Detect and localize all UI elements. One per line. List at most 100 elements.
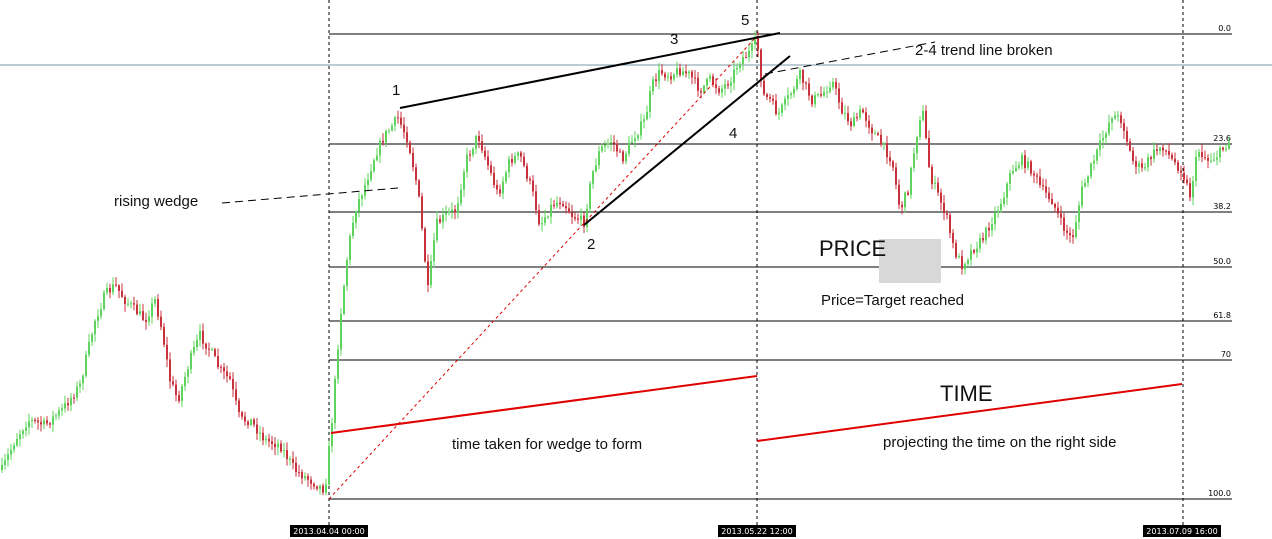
candle-body	[649, 91, 651, 112]
candle-body	[1123, 123, 1125, 131]
candle-body	[637, 135, 639, 139]
candle-body	[232, 379, 234, 390]
candle-body	[526, 165, 528, 179]
candle-body	[361, 195, 363, 199]
candle-body	[262, 432, 264, 441]
candle-body	[757, 38, 759, 50]
candle-body	[10, 449, 12, 455]
candle-body	[85, 354, 87, 376]
candle-body	[874, 133, 876, 135]
candle-body	[1201, 152, 1203, 158]
candle-body	[460, 189, 462, 204]
candle-body	[139, 311, 141, 315]
candle-body	[274, 444, 276, 448]
candle-body	[871, 127, 873, 134]
candle-body	[1198, 152, 1200, 157]
candle-body	[613, 142, 615, 144]
wave-label-3: 3	[670, 31, 678, 48]
candle-body	[424, 228, 426, 262]
candle-body	[1, 465, 3, 470]
candle-body	[700, 90, 702, 93]
candle-body	[1189, 183, 1191, 198]
candle-body	[976, 248, 978, 253]
candle-body	[769, 97, 771, 99]
candle-body	[811, 95, 813, 105]
date-box-end	[1143, 525, 1221, 537]
candle-body	[805, 82, 807, 84]
candle-body	[832, 81, 834, 88]
candle-body	[790, 93, 792, 96]
candle-body	[433, 240, 435, 262]
candle-body	[253, 419, 255, 425]
candle-body	[187, 369, 189, 377]
candle-body	[595, 165, 597, 172]
candle-body	[943, 202, 945, 214]
candle-body	[298, 472, 300, 473]
candle-body	[1150, 157, 1152, 159]
candle-body	[463, 172, 465, 190]
candle-body	[325, 484, 327, 493]
candle-body	[724, 84, 726, 89]
candle-body	[562, 204, 564, 206]
candle-body	[88, 341, 90, 355]
candle-body	[1108, 122, 1110, 134]
candle-body	[715, 84, 717, 89]
candle-body	[7, 454, 9, 461]
candle-body	[34, 419, 36, 421]
candle-body	[79, 383, 81, 387]
candle-body	[739, 63, 741, 69]
candle-body	[535, 191, 537, 211]
candle-body	[868, 120, 870, 128]
candle-body	[703, 85, 705, 93]
candle-body	[1135, 160, 1137, 167]
candle-body	[1036, 175, 1038, 177]
candle-body	[802, 70, 804, 83]
candle-body	[727, 84, 729, 86]
candle-body	[844, 112, 846, 114]
candle-body	[898, 184, 900, 205]
candle-body	[1030, 161, 1032, 174]
candle-body	[73, 397, 75, 399]
candle-body	[880, 134, 882, 145]
candle-body	[319, 485, 321, 489]
date-label-end: 2013.07.09 16:00	[1146, 527, 1217, 536]
candle-body	[529, 178, 531, 181]
candle-body	[151, 303, 153, 317]
candle-body	[508, 159, 510, 173]
candle-body	[184, 376, 186, 387]
candle-body	[145, 319, 147, 322]
candle-body	[148, 316, 150, 322]
candle-body	[901, 204, 903, 208]
candle-body	[574, 217, 576, 219]
candle-body	[1066, 230, 1068, 233]
candle-body	[1090, 163, 1092, 177]
candle-body	[652, 79, 654, 92]
candle-body	[787, 95, 789, 99]
candle-body	[676, 68, 678, 75]
candle-body	[1048, 192, 1050, 200]
candle-body	[859, 109, 861, 118]
candle-body	[907, 192, 909, 195]
candle-body	[250, 419, 252, 425]
candle-body	[1225, 148, 1227, 150]
candle-body	[736, 68, 738, 70]
candle-body	[307, 476, 309, 480]
candle-body	[1009, 173, 1011, 184]
time-line-projection	[756, 383, 1183, 442]
candle-body	[178, 395, 180, 402]
candle-body	[664, 73, 666, 78]
candle-body	[1045, 186, 1047, 193]
candle-body	[997, 210, 999, 213]
candle-body	[235, 389, 237, 401]
candle-body	[841, 102, 843, 114]
candle-body	[673, 74, 675, 80]
candle-body	[523, 156, 525, 166]
candle-body	[436, 219, 438, 241]
candle-body	[283, 450, 285, 452]
candle-body	[103, 292, 105, 310]
candle-body	[154, 299, 156, 304]
candle-body	[247, 421, 249, 425]
candle-body	[709, 76, 711, 79]
candle-body	[814, 95, 816, 105]
